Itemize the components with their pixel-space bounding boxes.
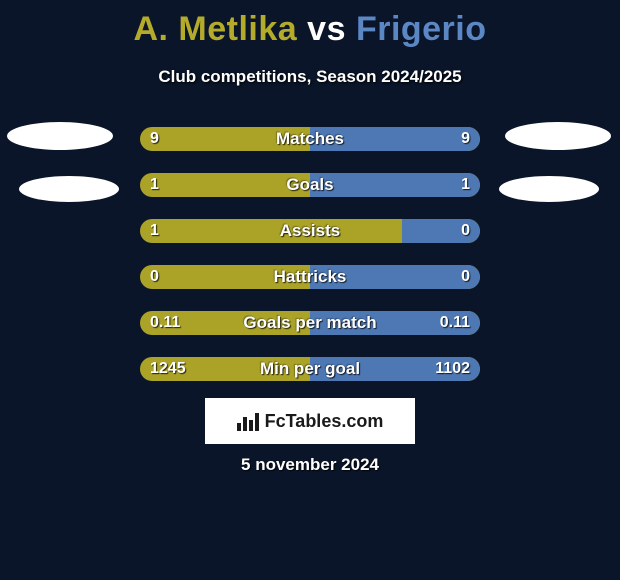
stat-row: Hattricks00 (0, 265, 620, 289)
bar-track (140, 173, 480, 197)
bars-icon (237, 411, 259, 431)
bar-right-fill (310, 311, 480, 335)
comparison-infographic: A. Metlika vs Frigerio Club competitions… (0, 0, 620, 580)
bar-track (140, 265, 480, 289)
bar-right-fill (310, 357, 480, 381)
player-ellipse (19, 176, 119, 202)
stat-bars: Matches99Goals11Assists10Hattricks00Goal… (0, 127, 620, 381)
bar-right-fill (310, 265, 480, 289)
bar-track (140, 219, 480, 243)
bar-track (140, 127, 480, 151)
bar-right-fill (402, 219, 480, 243)
brand-text: FcTables.com (265, 411, 384, 432)
title-vs: vs (307, 10, 346, 48)
bar-track (140, 311, 480, 335)
brand-badge: FcTables.com (205, 398, 415, 444)
bar-right-fill (310, 127, 480, 151)
bar-track (140, 357, 480, 381)
stat-row: Goals per match0.110.11 (0, 311, 620, 335)
bar-right-fill (310, 173, 480, 197)
title-right: Frigerio (356, 10, 487, 48)
player-ellipse (7, 122, 113, 150)
stat-row: Min per goal12451102 (0, 357, 620, 381)
subtitle: Club competitions, Season 2024/2025 (0, 67, 620, 87)
stat-row: Assists10 (0, 219, 620, 243)
player-ellipse (505, 122, 611, 150)
page-title: A. Metlika vs Frigerio (0, 0, 620, 49)
player-ellipse (499, 176, 599, 202)
date-line: 5 november 2024 (0, 455, 620, 475)
title-left: A. Metlika (133, 10, 297, 48)
